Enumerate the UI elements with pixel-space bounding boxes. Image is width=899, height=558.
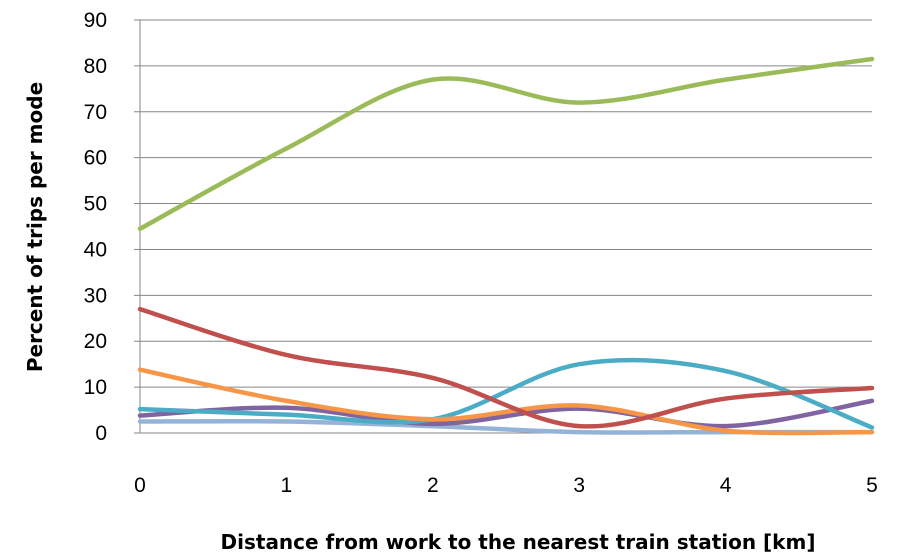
y-tick-label: 70 (84, 101, 107, 124)
y-tick-label: 0 (95, 422, 107, 445)
y-axis-title: Percent of trips per mode (23, 82, 47, 372)
y-tick-label: 30 (84, 284, 107, 307)
y-tick-label: 50 (84, 193, 107, 216)
y-tick-label: 20 (84, 330, 107, 353)
series-line (137, 367, 875, 436)
series-line (137, 306, 875, 429)
x-axis-title: Distance from work to the nearest train … (221, 530, 816, 554)
series-line (137, 56, 875, 232)
axes (134, 19, 872, 434)
x-tick-label: 4 (720, 474, 732, 497)
x-tick-label: 2 (427, 474, 439, 497)
x-tick-label: 3 (573, 474, 585, 497)
x-tick-label: 5 (866, 474, 878, 497)
y-tick-label: 80 (84, 55, 107, 78)
y-tick-label: 40 (84, 238, 107, 261)
x-tick-labels: 0 1 2 3 4 5 (134, 474, 878, 497)
x-tick-label: 1 (281, 474, 293, 497)
gridlines (140, 19, 872, 388)
series-lines (137, 56, 875, 436)
y-tick-labels: 0 10 20 30 40 50 60 70 80 90 (84, 9, 107, 445)
x-tick-label: 0 (134, 474, 146, 497)
series-line (137, 398, 875, 429)
series-line (137, 357, 875, 430)
y-tick-label: 90 (84, 9, 107, 32)
y-tick-label: 10 (84, 376, 107, 399)
y-tick-label: 60 (84, 147, 107, 170)
